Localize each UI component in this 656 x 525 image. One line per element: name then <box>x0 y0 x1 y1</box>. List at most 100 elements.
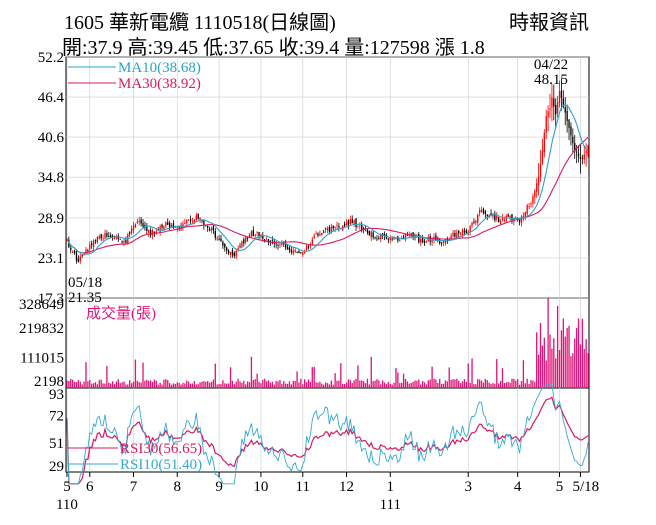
volume-bar <box>562 318 564 388</box>
volume-bar <box>509 382 511 388</box>
candle-body <box>193 220 196 223</box>
candle-body <box>71 251 74 253</box>
volume-bar <box>361 380 363 388</box>
volume-bar <box>172 383 175 388</box>
volume-bar <box>404 379 407 388</box>
volume-bar <box>357 365 359 388</box>
candle-body <box>450 235 452 239</box>
volume-bar <box>383 382 386 388</box>
volume-bar <box>250 356 253 388</box>
volume-bar <box>547 298 549 388</box>
candle-body <box>284 243 287 248</box>
price-tick-label: 40.6 <box>38 130 65 146</box>
volume-bar <box>347 379 350 388</box>
volume-bar <box>427 380 429 388</box>
rsi-tick-label: 51 <box>49 436 64 452</box>
volume-bar <box>560 330 563 388</box>
candle-body <box>102 238 104 240</box>
volume-bar <box>106 365 108 388</box>
volume-bar <box>473 384 475 388</box>
volume-bar <box>574 338 576 388</box>
candle-body <box>404 233 407 240</box>
x-month-label: 1 <box>387 479 395 495</box>
volume-bar <box>264 378 266 388</box>
volume-bar <box>148 380 150 388</box>
volume-bar <box>336 380 338 388</box>
candle-body <box>199 218 201 221</box>
volume-bar <box>448 367 450 388</box>
price-panel-frame <box>65 56 590 299</box>
volume-bar <box>207 381 209 388</box>
candle-body <box>423 240 426 244</box>
volume-bar <box>492 383 494 388</box>
candle-body <box>77 258 80 263</box>
candle-body <box>201 220 203 222</box>
volume-bar <box>256 373 258 388</box>
volume-bar <box>157 384 159 388</box>
candle-body <box>188 219 190 221</box>
volume-bar <box>497 383 500 388</box>
candle-body <box>418 234 420 243</box>
candle-body <box>454 232 456 237</box>
volume-bar <box>446 381 448 388</box>
ohlc-summary: 開:37.9 高:39.45 低:37.65 收:39.4 量:127598 漲… <box>62 37 485 59</box>
volume-bar <box>151 381 154 388</box>
candle-body <box>191 221 194 223</box>
candle-body <box>568 119 570 128</box>
volume-bar <box>355 378 357 388</box>
volume-bar <box>452 379 454 388</box>
candle-body <box>205 225 207 226</box>
volume-bar <box>433 378 435 388</box>
volume-bar <box>406 381 409 388</box>
x-month-label: 12 <box>339 479 354 495</box>
price-tick-label: 34.8 <box>38 170 64 186</box>
volume-bar <box>381 380 384 388</box>
volume-bar <box>229 367 232 388</box>
candle-body <box>138 220 140 222</box>
volume-bar <box>478 379 481 388</box>
volume-bar <box>262 379 264 388</box>
candle-body <box>121 241 123 243</box>
candle-body <box>372 232 374 238</box>
candle-body <box>507 214 509 217</box>
volume-bar <box>210 381 213 388</box>
candle-body <box>359 225 361 227</box>
candle-body <box>309 245 312 247</box>
candle-body <box>362 228 365 230</box>
ma30-legend-label: MA30(38.92) <box>118 76 201 92</box>
candle-body <box>513 218 515 222</box>
volume-bar <box>170 384 173 388</box>
price-tick-label: 52.2 <box>38 50 64 66</box>
volume-bar <box>138 382 140 388</box>
candle-body <box>302 252 304 255</box>
volume-bar <box>121 382 123 388</box>
candle-body <box>391 238 393 240</box>
candle-body <box>142 223 144 227</box>
candle-body <box>125 240 127 243</box>
candle-body <box>220 238 222 242</box>
candle-body <box>75 251 78 261</box>
volume-bar <box>532 380 534 388</box>
rsi10-line <box>66 382 589 485</box>
volume-bar <box>440 383 443 388</box>
volume-bar <box>385 384 388 388</box>
candle-body <box>136 221 138 223</box>
volume-bar <box>378 380 380 388</box>
candle-body <box>210 227 213 231</box>
candle-body <box>374 237 376 239</box>
volume-tick-label: 219832 <box>19 321 64 337</box>
volume-bar <box>248 382 251 388</box>
candle-body <box>123 241 125 243</box>
candle-body <box>279 243 281 245</box>
volume-bar <box>195 384 197 388</box>
x-month-label: 4 <box>514 479 522 495</box>
candle-body <box>235 250 237 257</box>
x-month-label: 9 <box>215 479 223 495</box>
volume-bar <box>140 382 142 388</box>
volume-bar <box>414 380 416 388</box>
volume-bar <box>218 383 220 388</box>
volume-bar <box>292 380 294 388</box>
candle-body <box>421 237 424 243</box>
candle-body <box>361 224 363 231</box>
candle-body <box>473 221 475 223</box>
